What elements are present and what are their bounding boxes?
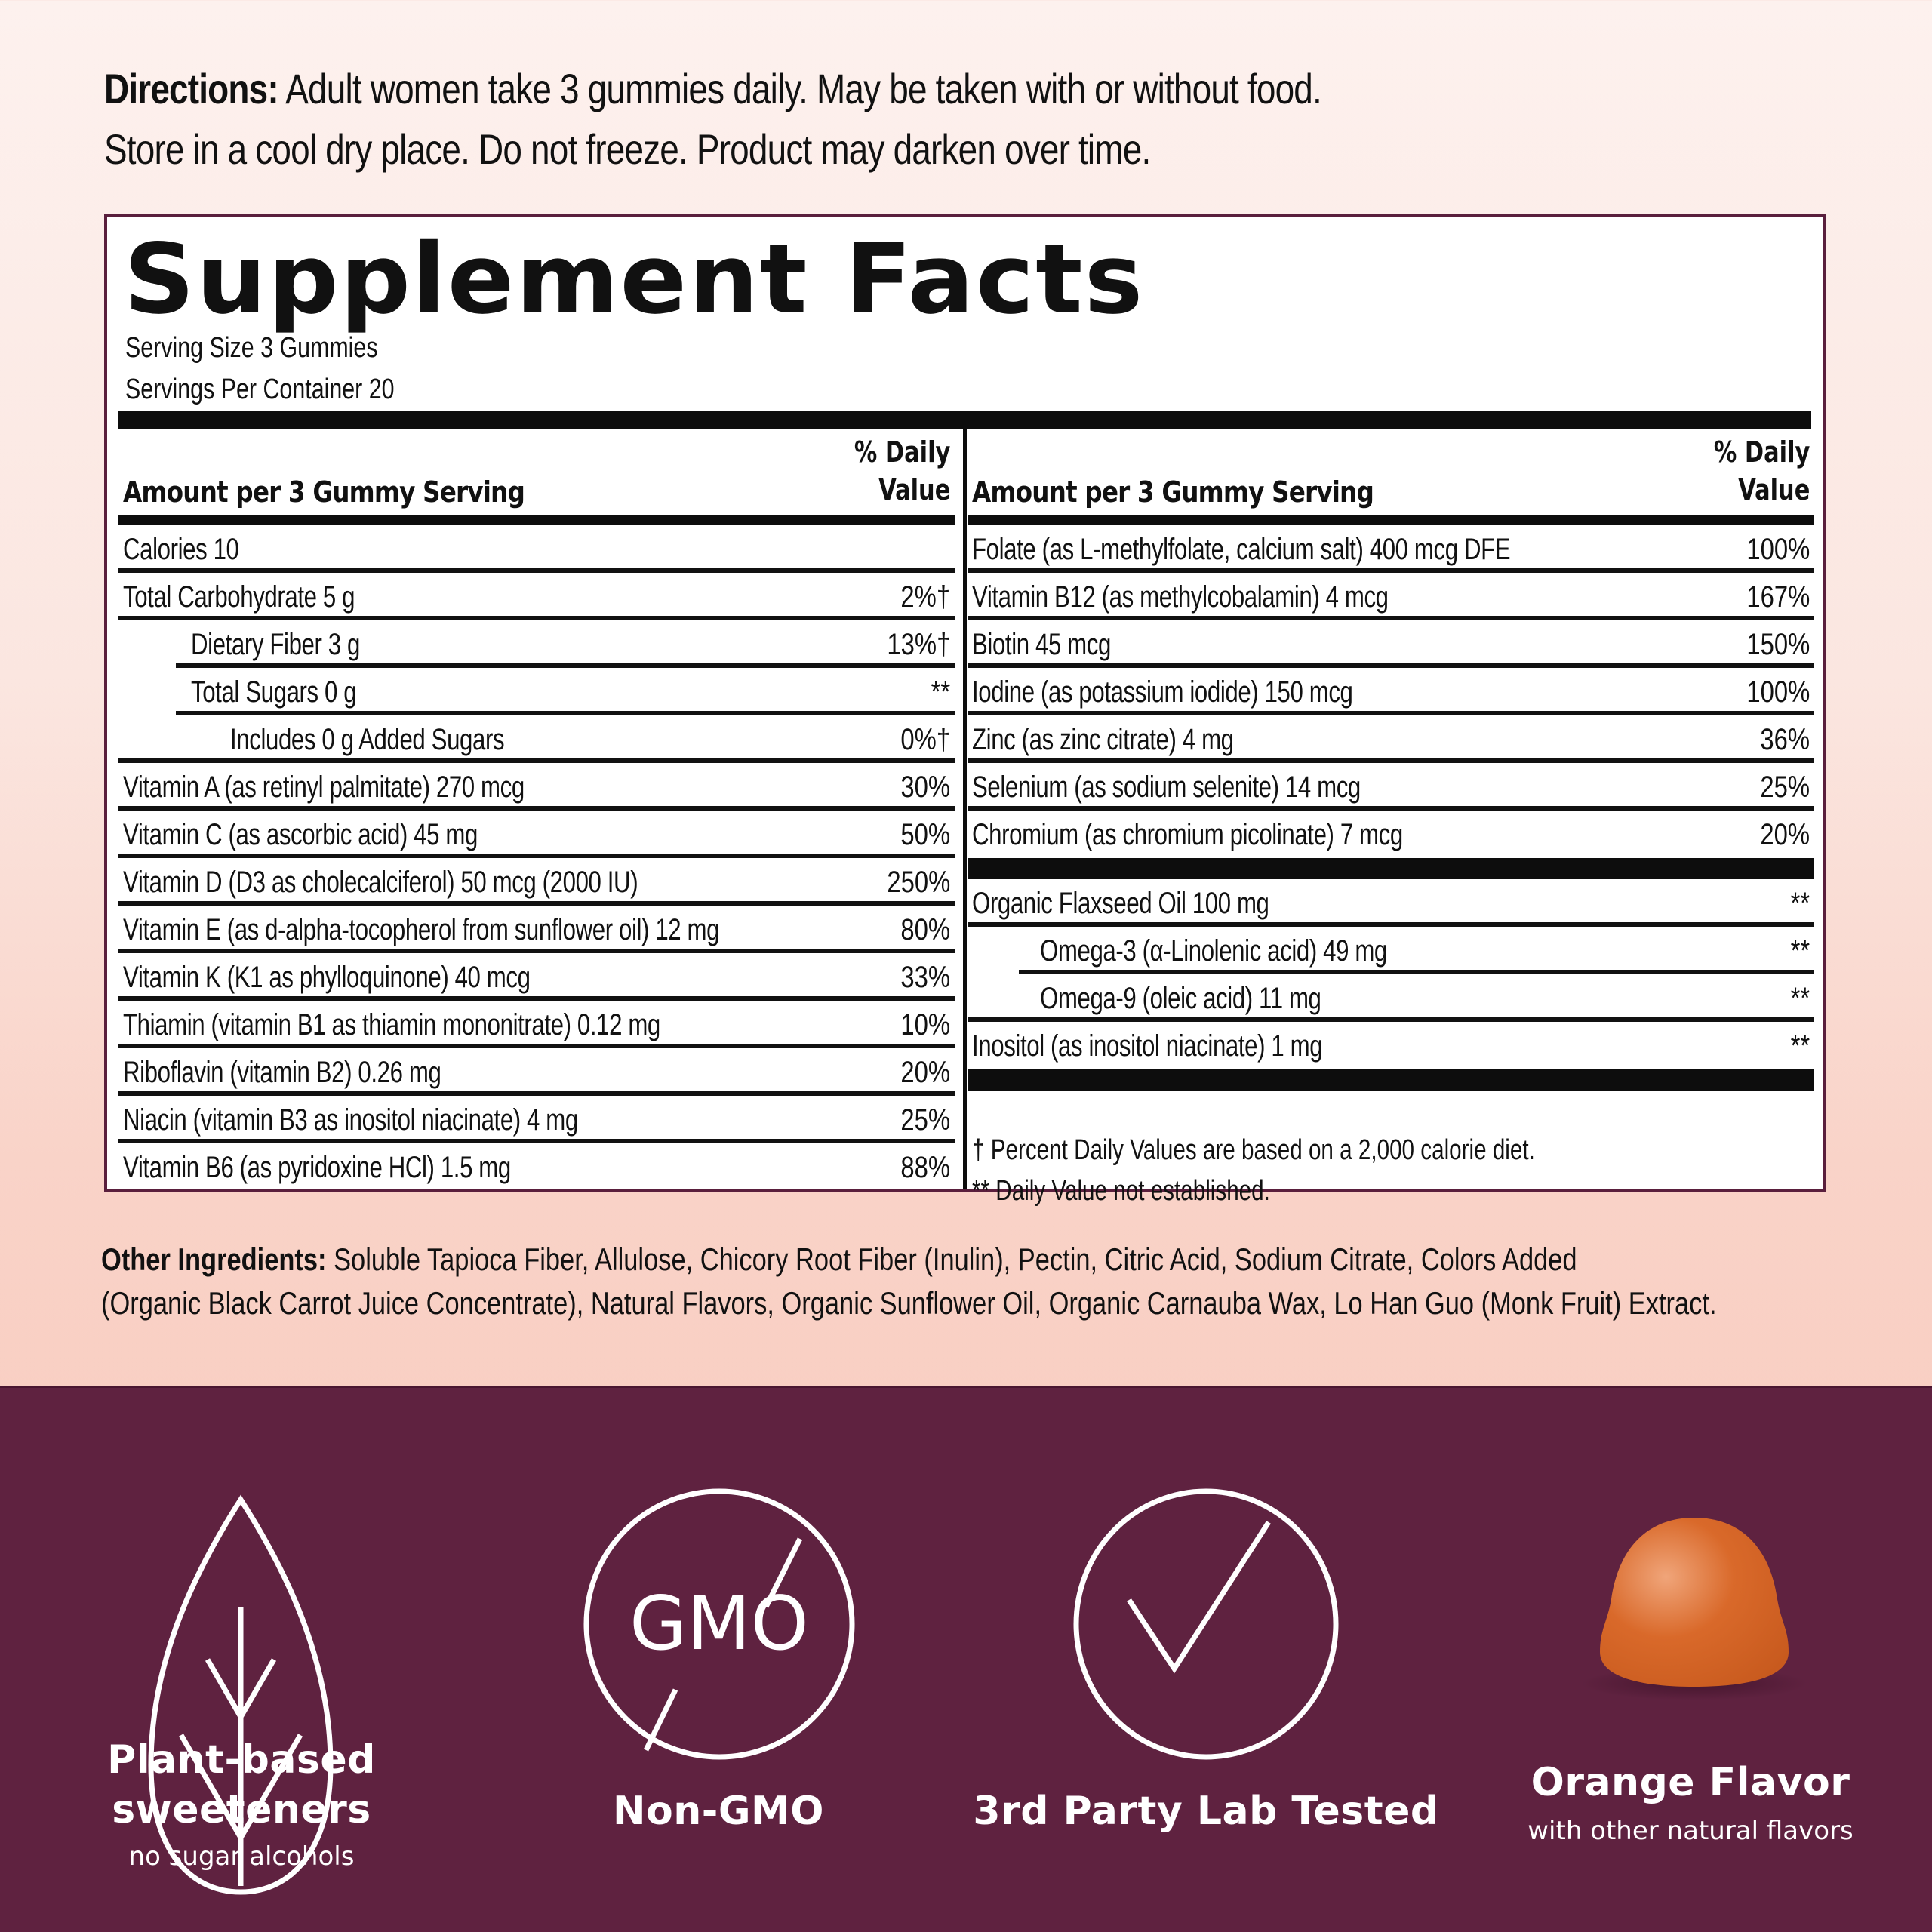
supplement-facts-panel: Supplement Facts Serving Size 3 Gummies … xyxy=(104,214,1826,1207)
feature-title: Non-GMO xyxy=(613,1789,824,1834)
feature-title: sweeteners xyxy=(112,1787,371,1832)
fact-row: Calories 10 xyxy=(118,525,955,573)
feature-lab-tested: 3rd Party Lab Tested xyxy=(964,1388,1447,1932)
other-ingredients: Other Ingredients: Soluble Tapioca Fiber… xyxy=(101,1238,1912,1325)
feature-title: 3rd Party Lab Tested xyxy=(973,1789,1439,1834)
feature-subtitle: with other natural flavors xyxy=(1527,1816,1854,1846)
amount-header: Amount per 3 Gummy Serving xyxy=(972,475,1374,509)
check-circle-icon xyxy=(1073,1488,1339,1760)
directions: Directions: Adult women take 3 gummies d… xyxy=(104,59,1840,180)
footnote-dagger: † Percent Daily Values are based on a 2,… xyxy=(972,1134,1535,1166)
fact-row: Riboflavin (vitamin B2) 0.26 mg 20% xyxy=(118,1048,955,1096)
fact-row: Vitamin K (K1 as phylloquinone) 40 mcg 33… xyxy=(118,953,955,1001)
thick-rule xyxy=(118,411,1811,429)
fact-row: Omega-3 (α-Linolenic acid) 49 mg ** xyxy=(968,927,1814,974)
fact-row: Vitamin A (as retinyl palmitate) 270 mcg… xyxy=(118,763,955,811)
directions-line-2: Store in a cool dry place. Do not freeze… xyxy=(104,125,1151,173)
column-header: Amount per 3 Gummy Serving % Daily Value xyxy=(118,429,955,515)
svg-text:GMO: GMO xyxy=(629,1581,809,1667)
leaf-icon xyxy=(148,1494,334,1895)
no-gmo-icon: GMO xyxy=(583,1488,855,1760)
fact-row: Iodine (as potassium iodide) 150 mcg 100% xyxy=(968,668,1814,715)
fact-row: Inositol (as inositol niacinate) 1 mg ** xyxy=(972,1029,1810,1063)
fact-row: Dietary Fiber 3 g 13%† xyxy=(118,620,955,668)
feature-non-gmo: GMO Non-GMO xyxy=(477,1388,960,1932)
fact-row: Thiamin (vitamin B1 as thiamin mononitra… xyxy=(118,1001,955,1048)
servings-per-container: Servings Per Container 20 xyxy=(125,374,395,405)
daily-value-header: % Daily Value xyxy=(854,435,950,506)
features-band: Plant-based sweeteners no sugar alcohols… xyxy=(0,1386,1932,1932)
facts-title: Supplement Facts xyxy=(124,223,1145,336)
fact-row: Total Sugars 0 g ** xyxy=(118,668,955,715)
amount-header: Amount per 3 Gummy Serving xyxy=(123,475,525,509)
facts-left-column: Amount per 3 Gummy Serving % Daily Value … xyxy=(118,429,955,1191)
orange-gummy-icon xyxy=(1581,1518,1807,1700)
fact-row: Folate (as L-methylfolate, calcium salt)… xyxy=(968,525,1814,573)
header-rule xyxy=(968,515,1814,525)
feature-orange-flavor: Orange Flavor with other natural flavors xyxy=(1449,1388,1932,1932)
fact-row: Chromium (as chromium picolinate) 7 mcg 2… xyxy=(972,818,1810,851)
fact-row: Includes 0 g Added Sugars 0%† xyxy=(118,715,955,763)
directions-line-1: Directions: Adult women take 3 gummies d… xyxy=(104,65,1322,112)
feature-subtitle: no sugar alcohols xyxy=(128,1841,355,1872)
fact-row: Niacin (vitamin B3 as inositol niacinate… xyxy=(118,1096,955,1143)
directions-label: Directions: xyxy=(104,65,279,112)
other-ingredients-line-1: Other Ingredients: Soluble Tapioca Fiber… xyxy=(101,1241,1577,1277)
fact-row: Vitamin C (as ascorbic acid) 45 mg 50% xyxy=(118,811,955,858)
daily-value-header: % Daily Value xyxy=(1713,435,1810,506)
thick-rule xyxy=(968,1069,1814,1091)
footnotes: † Percent Daily Values are based on a 2,… xyxy=(968,1091,1814,1211)
feature-title: Orange Flavor xyxy=(1531,1760,1850,1805)
serving-size: Serving Size 3 Gummies xyxy=(125,332,378,364)
fact-row: Biotin 45 mcg 150% xyxy=(968,620,1814,668)
fact-row: Vitamin B6 (as pyridoxine HCl) 1.5 mg 88% xyxy=(123,1151,950,1184)
other-ingredients-line-2: (Organic Black Carrot Juice Concentrate)… xyxy=(101,1285,1717,1321)
fact-row: Zinc (as zinc citrate) 4 mg 36% xyxy=(968,715,1814,763)
thick-rule xyxy=(968,858,1814,879)
fact-row: Organic Flaxseed Oil 100 mg ** xyxy=(968,879,1814,927)
fact-row: Omega-9 (oleic acid) 11 mg ** xyxy=(968,974,1814,1022)
fact-row: Selenium (as sodium selenite) 14 mcg 25% xyxy=(968,763,1814,811)
column-header: Amount per 3 Gummy Serving % Daily Value xyxy=(968,429,1814,515)
fact-row: Vitamin E (as d-alpha-tocopherol from su… xyxy=(118,906,955,953)
footnote-double-asterisk: ** Daily Value not established. xyxy=(972,1175,1270,1207)
fact-row: Vitamin B12 (as methylcobalamin) 4 mcg 16… xyxy=(968,573,1814,620)
feature-plant-based: Plant-based sweeteners no sugar alcohols xyxy=(0,1388,483,1932)
other-ingredients-label: Other Ingredients: xyxy=(101,1241,327,1277)
fact-row: Total Carbohydrate 5 g 2%† xyxy=(118,573,955,620)
column-divider xyxy=(963,429,967,1189)
fact-row: Vitamin D (D3 as cholecalciferol) 50 mcg… xyxy=(118,858,955,906)
header-rule xyxy=(118,515,955,525)
feature-title: Plant-based xyxy=(107,1737,376,1783)
facts-right-column: Amount per 3 Gummy Serving % Daily Value … xyxy=(968,429,1814,1211)
